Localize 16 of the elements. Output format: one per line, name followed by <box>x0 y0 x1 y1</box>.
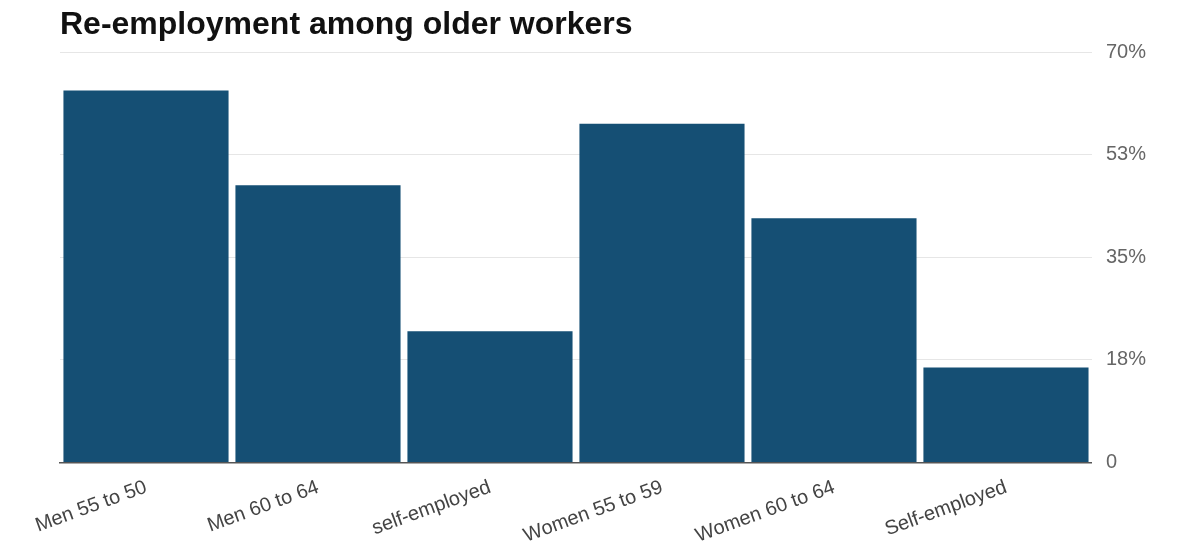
y-tick-label: 18% <box>1105 347 1147 370</box>
chart-title: Re-employment among older workers <box>60 5 633 42</box>
bar <box>923 367 1089 462</box>
bar <box>235 185 401 462</box>
bar <box>751 218 917 462</box>
x-tick-label: Men 60 to 64 <box>204 474 322 536</box>
bar <box>407 331 573 462</box>
y-tick-label: 53% <box>1105 142 1147 165</box>
x-tick-label: Women 55 to 59 <box>520 474 666 546</box>
bar <box>63 90 229 462</box>
bar <box>579 123 745 462</box>
y-tick-label: 0 <box>1105 449 1118 472</box>
x-tick-label: Men 55 to 50 <box>32 474 150 536</box>
y-tick-label: 35% <box>1105 244 1147 267</box>
y-tick-label: 70% <box>1105 39 1147 62</box>
x-tick-label: Women 60 to 64 <box>692 474 838 546</box>
